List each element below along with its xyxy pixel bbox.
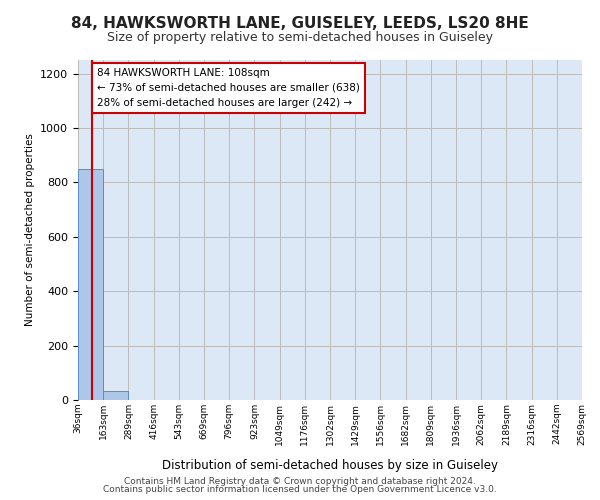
Y-axis label: Number of semi-detached properties: Number of semi-detached properties (25, 134, 35, 326)
Text: 84, HAWKSWORTH LANE, GUISELEY, LEEDS, LS20 8HE: 84, HAWKSWORTH LANE, GUISELEY, LEEDS, LS… (71, 16, 529, 32)
Text: Contains HM Land Registry data © Crown copyright and database right 2024.: Contains HM Land Registry data © Crown c… (124, 477, 476, 486)
X-axis label: Distribution of semi-detached houses by size in Guiseley: Distribution of semi-detached houses by … (162, 459, 498, 472)
Bar (103, 392, 128, 400)
Text: 84 HAWKSWORTH LANE: 108sqm
← 73% of semi-detached houses are smaller (638)
28% o: 84 HAWKSWORTH LANE: 108sqm ← 73% of semi… (97, 68, 359, 108)
Text: Size of property relative to semi-detached houses in Guiseley: Size of property relative to semi-detach… (107, 31, 493, 44)
Bar (78, 170, 103, 400)
Text: Contains public sector information licensed under the Open Government Licence v3: Contains public sector information licen… (103, 485, 497, 494)
